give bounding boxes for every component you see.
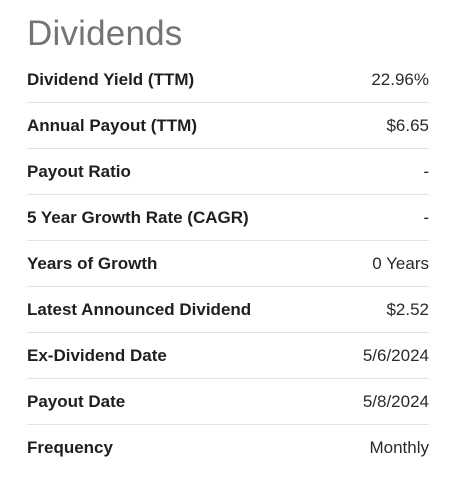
stat-label: Payout Ratio <box>27 161 131 181</box>
stat-row-frequency: Frequency Monthly <box>27 425 429 471</box>
dividend-stats-list: Dividend Yield (TTM) 22.96% Annual Payou… <box>27 57 429 471</box>
stat-row-payout-date: Payout Date 5/8/2024 <box>27 379 429 425</box>
stat-row-dividend-yield: Dividend Yield (TTM) 22.96% <box>27 57 429 103</box>
stat-row-payout-ratio: Payout Ratio - <box>27 149 429 195</box>
stat-value: 22.96% <box>371 69 429 89</box>
stat-label: Frequency <box>27 438 113 457</box>
section-title: Dividends <box>27 14 183 53</box>
stat-value: 5/8/2024 <box>362 391 429 411</box>
stat-row-annual-payout: Annual Payout (TTM) $6.65 <box>27 103 429 149</box>
stat-label: Annual Payout (TTM) <box>27 115 197 135</box>
stat-value: - <box>423 161 429 181</box>
stat-row-ex-dividend-date: Ex-Dividend Date 5/6/2024 <box>27 333 429 379</box>
stat-row-latest-dividend: Latest Announced Dividend $2.52 <box>27 287 429 333</box>
stat-value: 5/6/2024 <box>362 345 429 365</box>
stat-value: $6.65 <box>386 115 429 135</box>
stat-label: Years of Growth <box>27 253 158 273</box>
stat-value: 0 Years <box>372 253 429 273</box>
stat-row-growth-rate: 5 Year Growth Rate (CAGR) - <box>27 195 429 241</box>
stat-label: Ex-Dividend Date <box>27 345 167 365</box>
stat-value: $2.52 <box>386 299 429 319</box>
stat-label: Latest Announced Dividend <box>27 299 252 319</box>
stat-label: 5 Year Growth Rate (CAGR) <box>27 207 249 227</box>
stat-label: Payout Date <box>27 391 126 411</box>
stat-label: Dividend Yield (TTM) <box>27 69 195 89</box>
stat-value: - <box>423 207 429 227</box>
stat-value: Monthly <box>369 438 429 457</box>
stat-row-years-of-growth: Years of Growth 0 Years <box>27 241 429 287</box>
